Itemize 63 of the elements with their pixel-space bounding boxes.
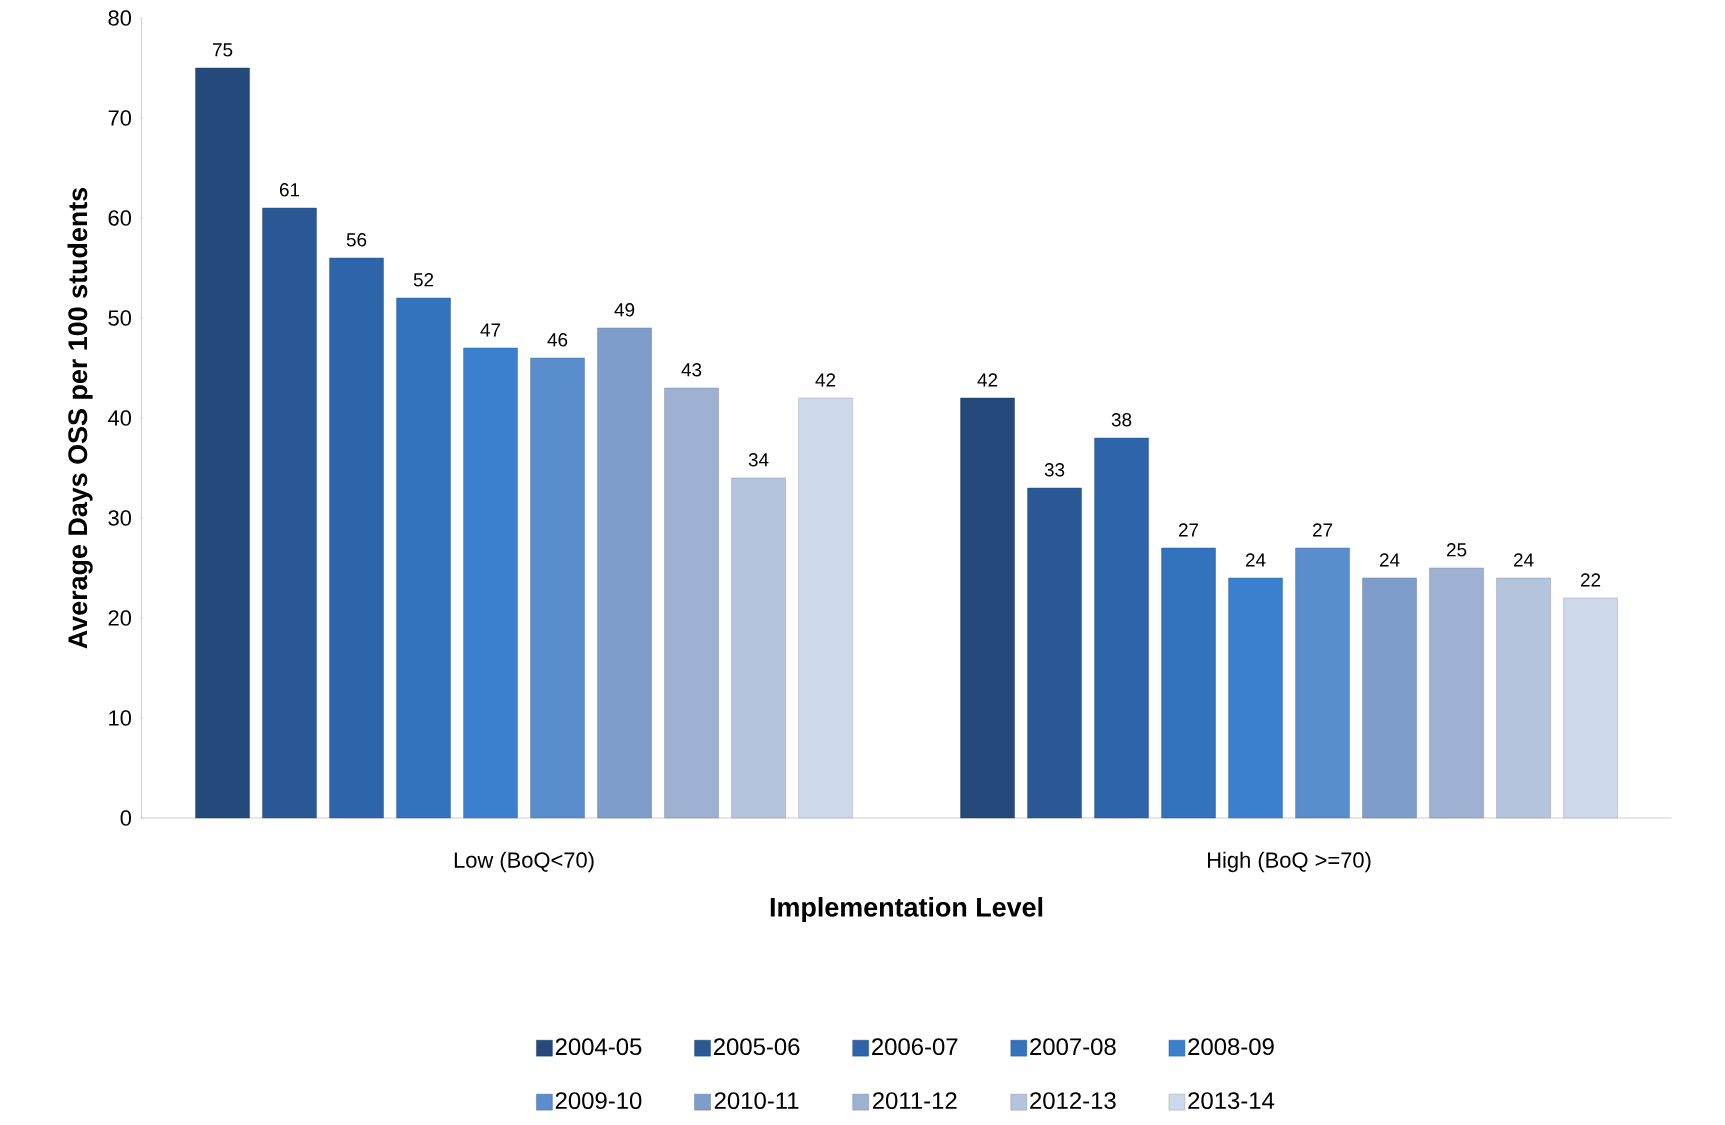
data-label: 42 [977,373,998,387]
bar [329,257,384,819]
bar [1161,547,1216,819]
bar [798,397,853,819]
bar [1094,437,1149,819]
data-label: 52 [413,273,434,287]
y-axis-title: Average Days OSS per 100 students [67,187,93,649]
data-label: 27 [1312,523,1333,537]
legend-label: 2012-13 [1030,1092,1116,1110]
bar [463,347,518,819]
data-label: 49 [614,303,635,317]
bar [664,387,719,819]
legend-label: 2005-06 [713,1038,800,1056]
legend-label: 2008-09 [1188,1038,1274,1056]
data-label: 25 [1446,543,1467,557]
bar [195,67,250,819]
x-tick-label: Low (BoQ<70) [454,851,594,873]
data-label: 27 [1178,523,1199,537]
legend-label: 2013-14 [1188,1092,1275,1110]
bar [1295,547,1350,819]
bar [1429,567,1484,819]
bar [731,477,786,819]
data-label: 34 [748,453,769,467]
data-label: 22 [1580,573,1601,587]
y-tick-label: 0 [120,810,132,826]
legend-label: 2007-08 [1030,1038,1116,1056]
data-label: 24 [1379,553,1400,567]
data-label: 75 [212,43,233,57]
bar [1228,577,1283,819]
legend-label: 2011-12 [872,1092,957,1110]
y-tick-label: 80 [108,10,132,26]
y-tick-label: 40 [108,410,132,426]
data-label: 33 [1044,463,1065,477]
legend-label: 2009-10 [555,1092,642,1110]
bar [960,397,1015,819]
data-label: 61 [279,183,300,197]
legend-label: 2004-05 [555,1038,642,1056]
bar [396,297,451,819]
bar [1027,487,1082,819]
y-tick-label: 60 [108,210,132,226]
y-tick-label: 70 [108,110,132,126]
bar [1496,577,1551,819]
bar [597,327,652,819]
data-label: 24 [1513,553,1534,567]
data-label: 38 [1111,413,1132,427]
x-axis-title: Implementation Level [770,896,1043,923]
data-label: 46 [547,333,568,347]
y-tick-label: 30 [108,510,132,526]
legend-label: 2010-11 [714,1092,799,1110]
data-label: 42 [815,373,836,387]
data-label: 47 [480,323,501,337]
data-label: 24 [1245,553,1266,567]
y-tick-label: 10 [109,710,132,726]
data-label: 43 [681,363,702,377]
legend-label: 2006-07 [872,1038,958,1056]
bar [1362,577,1417,819]
bar [530,357,585,819]
x-tick-label: High (BoQ >=70) [1208,851,1371,873]
bar [262,207,317,819]
y-tick-label: 20 [108,610,132,626]
bar [1563,597,1618,819]
data-label: 56 [346,233,367,247]
y-tick-label: 50 [108,310,132,326]
